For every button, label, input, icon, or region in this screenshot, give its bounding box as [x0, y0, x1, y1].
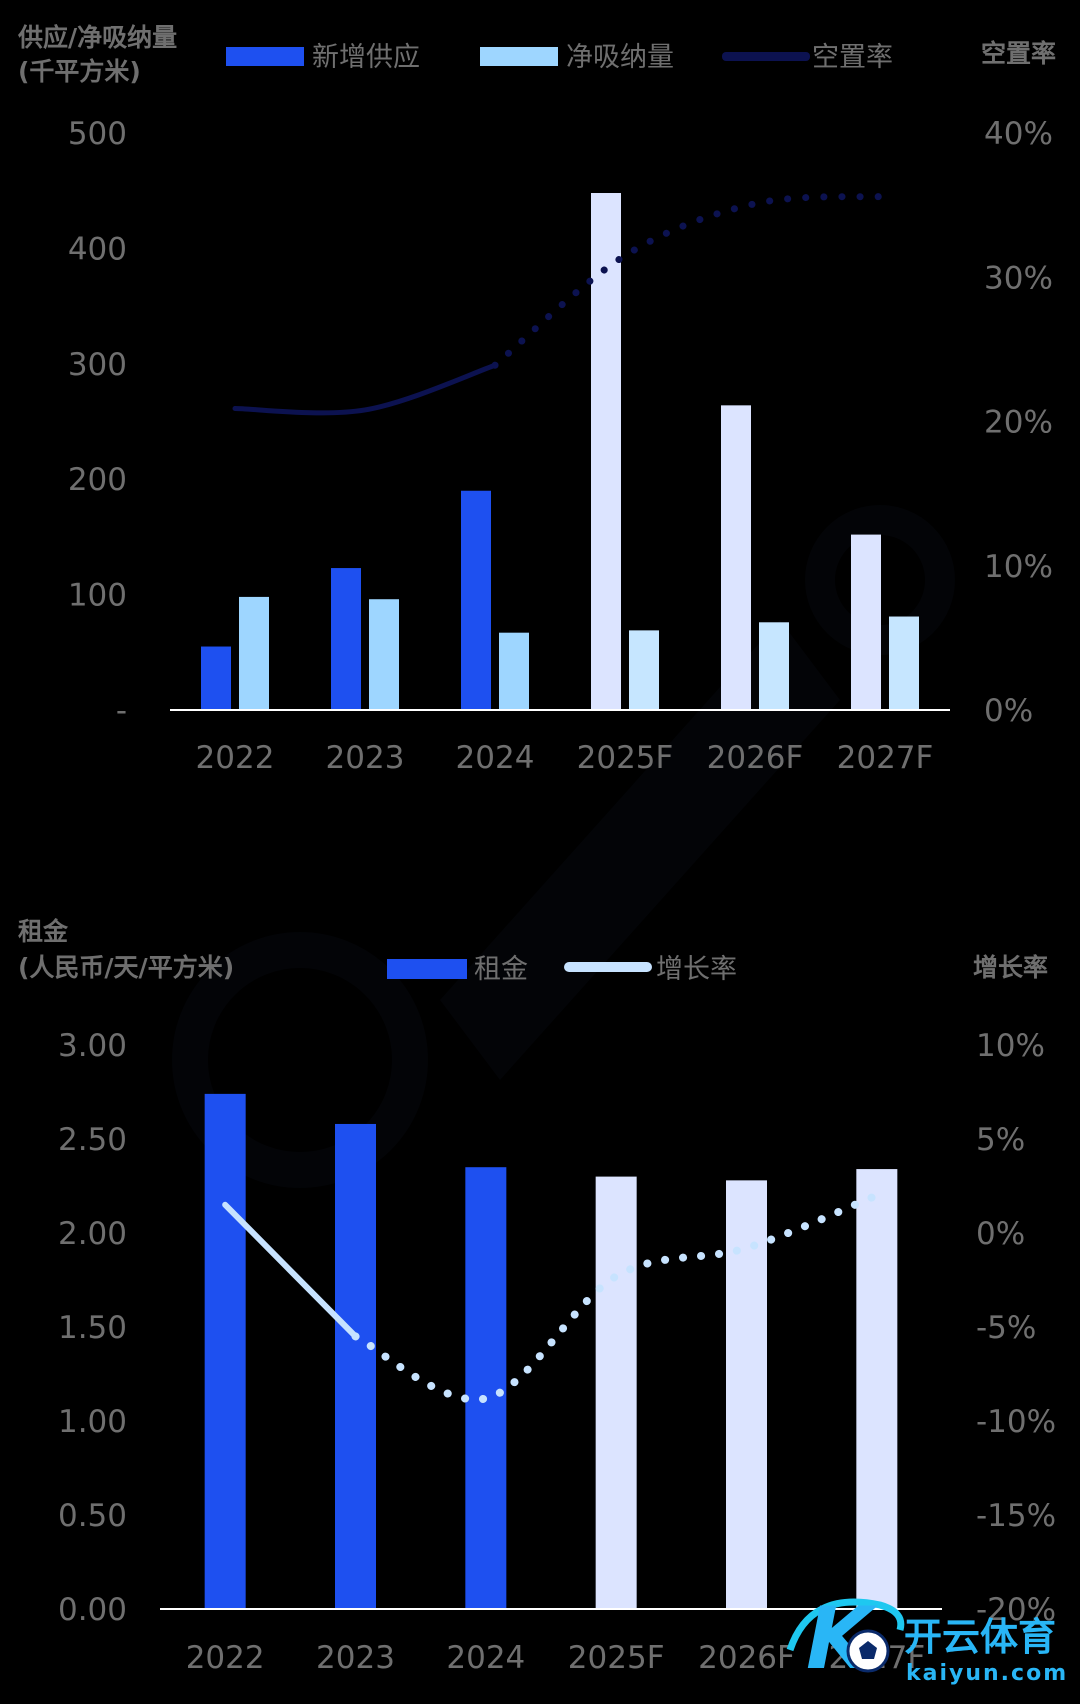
left-axis-tick-label: 0.50 [58, 1498, 127, 1534]
line-solid-segment [222, 1201, 359, 1340]
chart2-growth-rate-line [222, 1191, 881, 1404]
bar [726, 1180, 767, 1609]
chart2-left-axis-ticks: 0.00 0.50 1.00 1.50 2.00 2.50 3.00 [58, 1028, 127, 1628]
left-axis-tick-label: 200 [68, 462, 127, 498]
soccer-ball-pattern [859, 1641, 877, 1659]
chart1-right-axis-ticks: 0% 10% 20% 30% 40% [984, 116, 1053, 729]
chart-1: 供应/净吸纳量 (千平方米) 空置率 新增供应 净吸纳量 空置率 - 100 200… [17, 23, 1056, 776]
right-axis-tick-label: 5% [976, 1122, 1025, 1158]
brand-chinese: 开云体育 [904, 1615, 1056, 1659]
right-axis-tick-label: -20% [976, 1592, 1056, 1628]
right-axis-tick-label: 10% [984, 549, 1053, 585]
left-axis-tick-label: 500 [68, 116, 127, 152]
category-label: 2022 [186, 1640, 265, 1676]
category-label: 2025F [577, 740, 674, 776]
left-axis-tick-label: 1.50 [58, 1310, 127, 1346]
right-axis-tick-label: -10% [976, 1404, 1056, 1440]
chart1-category-labels: 2022 2023 2024 2025F 2026F 2027F [196, 740, 934, 776]
legend-swatch-net-absorption [480, 47, 558, 66]
chart1-right-axis-title: 空置率 [981, 39, 1056, 68]
bar [335, 1123, 376, 1609]
left-axis-tick-label: 1.00 [58, 1404, 127, 1440]
right-axis-tick-label: 0% [984, 693, 1033, 729]
background-watermark-graphic [172, 505, 955, 1188]
chart2-left-axis-title-line1: 租金 [18, 917, 69, 946]
bar [856, 1169, 898, 1609]
line-forecast-dotted-segment [351, 1191, 881, 1404]
kaiyun-logo-watermark: K 开云体育 kaiyun.com [786, 1589, 1068, 1689]
left-axis-tick-label: 2.00 [58, 1216, 127, 1252]
chart1-legend: 新增供应 净吸纳量 空置率 [226, 42, 893, 73]
chart1-bars [201, 193, 919, 710]
legend-swatch-vacancy-rate [722, 52, 810, 61]
right-axis-tick-label: 0% [976, 1216, 1025, 1252]
line-forecast-dotted-segment [491, 192, 889, 369]
bar [629, 630, 659, 710]
category-label: 2026F [707, 740, 804, 776]
legend-label-net-absorption: 净吸纳量 [566, 42, 674, 73]
category-label: 2027F [837, 740, 934, 776]
bar [239, 596, 269, 710]
category-label: 2026F [698, 1640, 795, 1676]
legend-label-vacancy-rate: 空置率 [812, 42, 893, 73]
legend-swatch-new-supply [226, 47, 304, 66]
bar [331, 568, 361, 710]
category-label: 2024 [446, 1640, 525, 1676]
logo-swoosh [786, 1598, 905, 1652]
chart2-right-axis-ticks: -20% -15% -10% -5% 0% 5% 10% [976, 1028, 1056, 1628]
legend-swatch-growth-rate [564, 962, 652, 972]
bar [595, 1176, 637, 1609]
left-axis-tick-label: 100 [68, 578, 127, 614]
bar [591, 193, 621, 710]
chart1-left-axis-ticks: - 100 200 300 400 500 [68, 116, 127, 729]
category-label: 2023 [316, 1640, 395, 1676]
right-axis-tick-label: 20% [984, 405, 1053, 441]
right-axis-tick-label: 10% [976, 1028, 1045, 1064]
bar [721, 405, 751, 710]
legend-label-growth-rate: 增长率 [656, 954, 737, 985]
left-axis-tick-label: 3.00 [58, 1028, 127, 1064]
bar [369, 599, 399, 710]
legend-swatch-rent [387, 959, 467, 979]
bar [461, 490, 491, 710]
right-axis-tick-label: 40% [984, 116, 1053, 152]
chart2-right-axis-title: 增长率 [973, 953, 1048, 982]
bar [204, 1093, 246, 1609]
brand-domain: kaiyun.com [906, 1661, 1068, 1686]
chart1-vacancy-rate-line [232, 192, 889, 416]
right-axis-tick-label: -15% [976, 1498, 1056, 1534]
legend-label-new-supply: 新增供应 [312, 42, 420, 73]
category-label: 2022 [196, 740, 275, 776]
bar [465, 1167, 507, 1609]
right-axis-tick-label: -5% [976, 1310, 1036, 1346]
legend-label-rent: 租金 [474, 954, 528, 985]
bar [851, 534, 881, 710]
right-axis-tick-label: 30% [984, 260, 1053, 296]
chart2-left-axis-title-line2: (人民币/天/平方米) [18, 953, 234, 982]
left-axis-tick-label: 0.00 [58, 1592, 127, 1628]
chart2-legend: 租金 增长率 [387, 954, 737, 985]
bar [201, 646, 231, 710]
left-axis-tick-label: 300 [68, 347, 127, 383]
category-label: 2025F [568, 1640, 665, 1676]
left-axis-tick-label: 400 [68, 231, 127, 267]
chart1-left-axis-title-line2: (千平方米) [18, 57, 141, 86]
bar [759, 622, 789, 710]
left-axis-tick-label: 2.50 [58, 1122, 127, 1158]
chart-2: 租金 (人民币/天/平方米) 增长率 租金 增长率 0.00 0.50 1.00 1.… [18, 917, 1056, 1676]
chart2-bars [204, 1093, 898, 1609]
bar [889, 616, 919, 710]
category-label: 2024 [456, 740, 535, 776]
left-axis-tick-label: - [116, 693, 127, 729]
bar [499, 632, 529, 710]
chart1-left-axis-title-line1: 供应/净吸纳量 [17, 23, 177, 52]
category-label: 2023 [326, 740, 405, 776]
